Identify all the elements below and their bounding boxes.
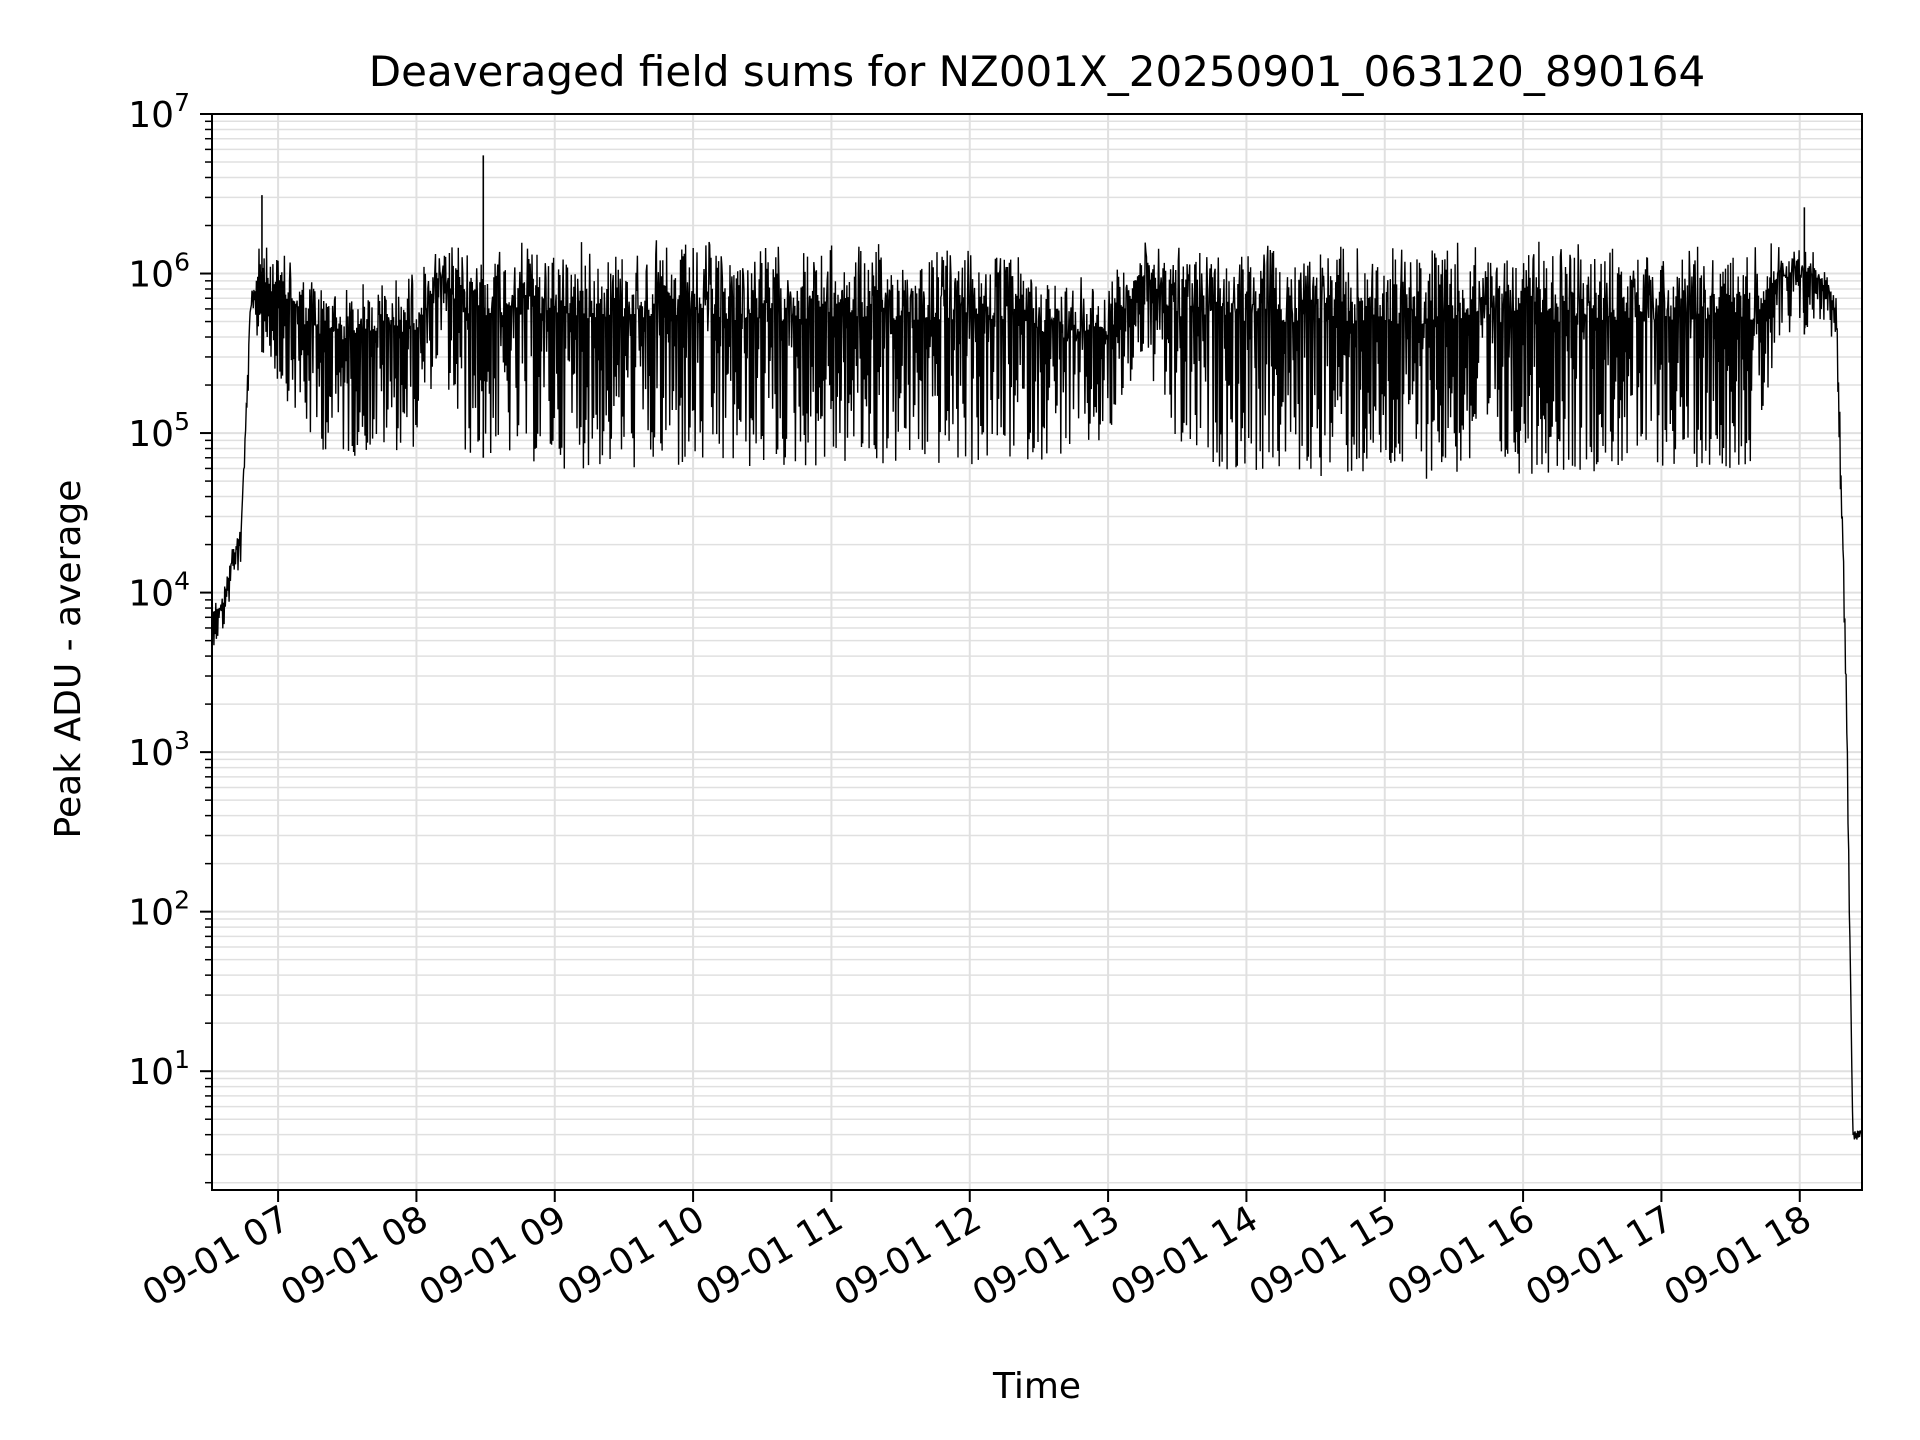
x-tick-label: 09-01 13 <box>966 1198 1127 1314</box>
x-axis-label: Time <box>992 1366 1081 1407</box>
x-tick-label: 09-01 07 <box>136 1198 297 1314</box>
x-tick-label: 09-01 11 <box>689 1198 850 1314</box>
x-tick-label: 09-01 16 <box>1381 1198 1542 1314</box>
x-tick-label: 09-01 15 <box>1243 1198 1404 1314</box>
x-tick-label: 09-01 12 <box>828 1198 989 1314</box>
chart-title: Deaveraged field sums for NZ001X_2025090… <box>369 47 1705 96</box>
y-tick-label: 107 <box>128 88 190 136</box>
y-tick-label: 102 <box>128 886 190 934</box>
x-tick-label: 09-01 08 <box>274 1198 435 1314</box>
series-line <box>211 240 1863 1140</box>
x-tick-label: 09-01 18 <box>1658 1198 1819 1314</box>
y-axis-label: Peak ADU - average <box>48 480 89 839</box>
y-tick-label: 104 <box>128 567 190 615</box>
x-tick-label: 09-01 17 <box>1519 1198 1680 1314</box>
plot-frame <box>211 113 1863 1191</box>
y-tick-label: 103 <box>128 726 190 774</box>
x-tick-label: 09-01 09 <box>413 1198 574 1314</box>
x-tick-label: 09-01 14 <box>1104 1198 1265 1314</box>
y-tick-label: 105 <box>128 407 190 455</box>
x-tick-label: 09-01 10 <box>551 1198 712 1314</box>
y-tick-label: 106 <box>128 248 190 296</box>
plot-layer <box>211 155 1863 1140</box>
y-tick-label: 101 <box>128 1045 190 1093</box>
grid-layer <box>212 113 1862 1190</box>
